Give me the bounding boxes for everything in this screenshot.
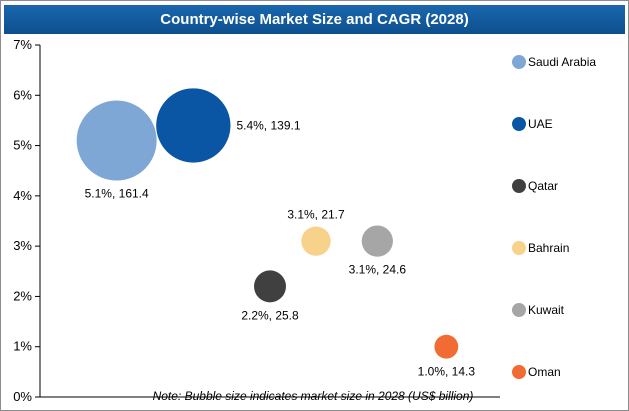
legend-marker [512, 179, 526, 193]
y-tick-label: 1% [13, 339, 32, 354]
legend-label: Oman [528, 365, 561, 379]
data-label: 3.1%, 21.7 [287, 207, 345, 221]
legend-marker [512, 117, 526, 131]
legend: Saudi Arabia UAE Qatar Bahrain Kuwait Oman [512, 55, 596, 379]
data-label: 2.2%, 25.8 [241, 308, 299, 322]
data-label: 3.1%, 24.6 [349, 263, 407, 277]
legend-marker [512, 55, 526, 69]
y-axis: 0% 1% 2% 3% 4% 5% 6% 7% [13, 37, 500, 404]
bubble-saudi-arabia [76, 100, 157, 181]
data-label: 5.1%, 161.4 [85, 187, 149, 201]
y-tick-label: 7% [13, 37, 32, 52]
y-tick-label: 2% [13, 288, 32, 303]
legend-label: Kuwait [528, 303, 565, 317]
legend-marker [512, 303, 526, 317]
bubble-oman [434, 334, 459, 359]
legend-marker [512, 365, 526, 379]
y-tick-label: 4% [13, 188, 32, 203]
y-tick-label: 6% [13, 87, 32, 102]
chart-title: Country-wise Market Size and CAGR (2028) [4, 5, 625, 34]
bubbles [76, 88, 459, 359]
legend-label: Qatar [528, 179, 558, 193]
bubble-kuwait [361, 225, 393, 257]
data-labels: 5.1%, 161.4 5.4%, 139.1 2.2%, 25.8 3.1%, 21… [85, 118, 476, 378]
y-tick-label: 5% [13, 138, 32, 153]
bubble-uae [156, 88, 231, 163]
bubble-qatar [254, 270, 286, 303]
data-label: 5.4%, 139.1 [236, 118, 300, 132]
chart-note: Note: Bubble size indicates market size … [153, 389, 474, 403]
y-tick-label: 3% [13, 238, 32, 253]
legend-label: Saudi Arabia [528, 55, 596, 69]
legend-marker [512, 241, 526, 255]
bubble-bahrain [301, 226, 331, 256]
legend-label: Bahrain [528, 241, 569, 255]
y-tick-label: 0% [13, 389, 32, 404]
legend-label: UAE [528, 117, 553, 131]
data-label: 1.0%, 14.3 [418, 365, 476, 379]
